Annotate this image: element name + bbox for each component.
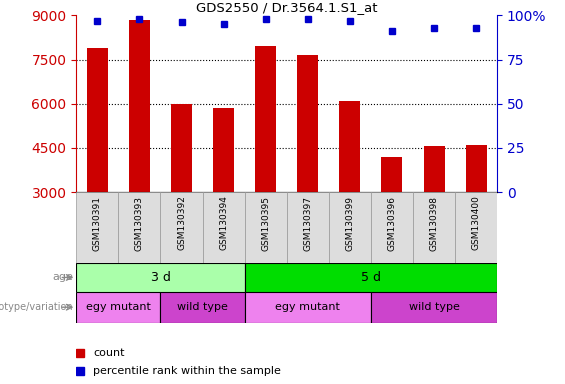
Text: egy mutant: egy mutant: [275, 302, 340, 312]
Bar: [424, 146, 445, 192]
Bar: [245, 192, 287, 263]
Text: GSM130400: GSM130400: [472, 195, 481, 250]
Bar: [129, 20, 150, 192]
Bar: [119, 192, 160, 263]
Bar: [76, 263, 245, 292]
Bar: [160, 292, 245, 323]
Text: GSM130393: GSM130393: [135, 195, 144, 250]
Bar: [87, 48, 108, 192]
Bar: [413, 192, 455, 263]
Text: count: count: [93, 348, 125, 358]
Title: GDS2550 / Dr.3564.1.S1_at: GDS2550 / Dr.3564.1.S1_at: [196, 1, 377, 14]
Bar: [287, 192, 329, 263]
Bar: [340, 101, 360, 192]
Bar: [245, 263, 497, 292]
Bar: [466, 145, 486, 192]
Text: genotype/variation: genotype/variation: [0, 302, 73, 312]
Text: percentile rank within the sample: percentile rank within the sample: [93, 366, 281, 376]
Text: GSM130397: GSM130397: [303, 195, 312, 250]
Text: GSM130395: GSM130395: [261, 195, 270, 250]
Bar: [329, 192, 371, 263]
Bar: [76, 292, 160, 323]
Text: GSM130394: GSM130394: [219, 195, 228, 250]
Text: GSM130399: GSM130399: [345, 195, 354, 250]
Bar: [160, 192, 202, 263]
Bar: [297, 55, 318, 192]
Text: GSM130391: GSM130391: [93, 195, 102, 250]
Bar: [171, 104, 192, 192]
Bar: [381, 157, 402, 192]
Text: age: age: [53, 272, 73, 283]
Text: egy mutant: egy mutant: [86, 302, 151, 312]
Bar: [245, 292, 371, 323]
Text: 3 d: 3 d: [150, 271, 171, 284]
Bar: [255, 46, 276, 192]
Bar: [371, 292, 497, 323]
Text: 5 d: 5 d: [361, 271, 381, 284]
Bar: [76, 192, 119, 263]
Text: GSM130396: GSM130396: [388, 195, 397, 250]
Text: GSM130392: GSM130392: [177, 195, 186, 250]
Bar: [213, 108, 234, 192]
Text: wild type: wild type: [177, 302, 228, 312]
Text: wild type: wild type: [408, 302, 459, 312]
Bar: [202, 192, 245, 263]
Bar: [371, 192, 413, 263]
Text: GSM130398: GSM130398: [429, 195, 438, 250]
Bar: [455, 192, 497, 263]
